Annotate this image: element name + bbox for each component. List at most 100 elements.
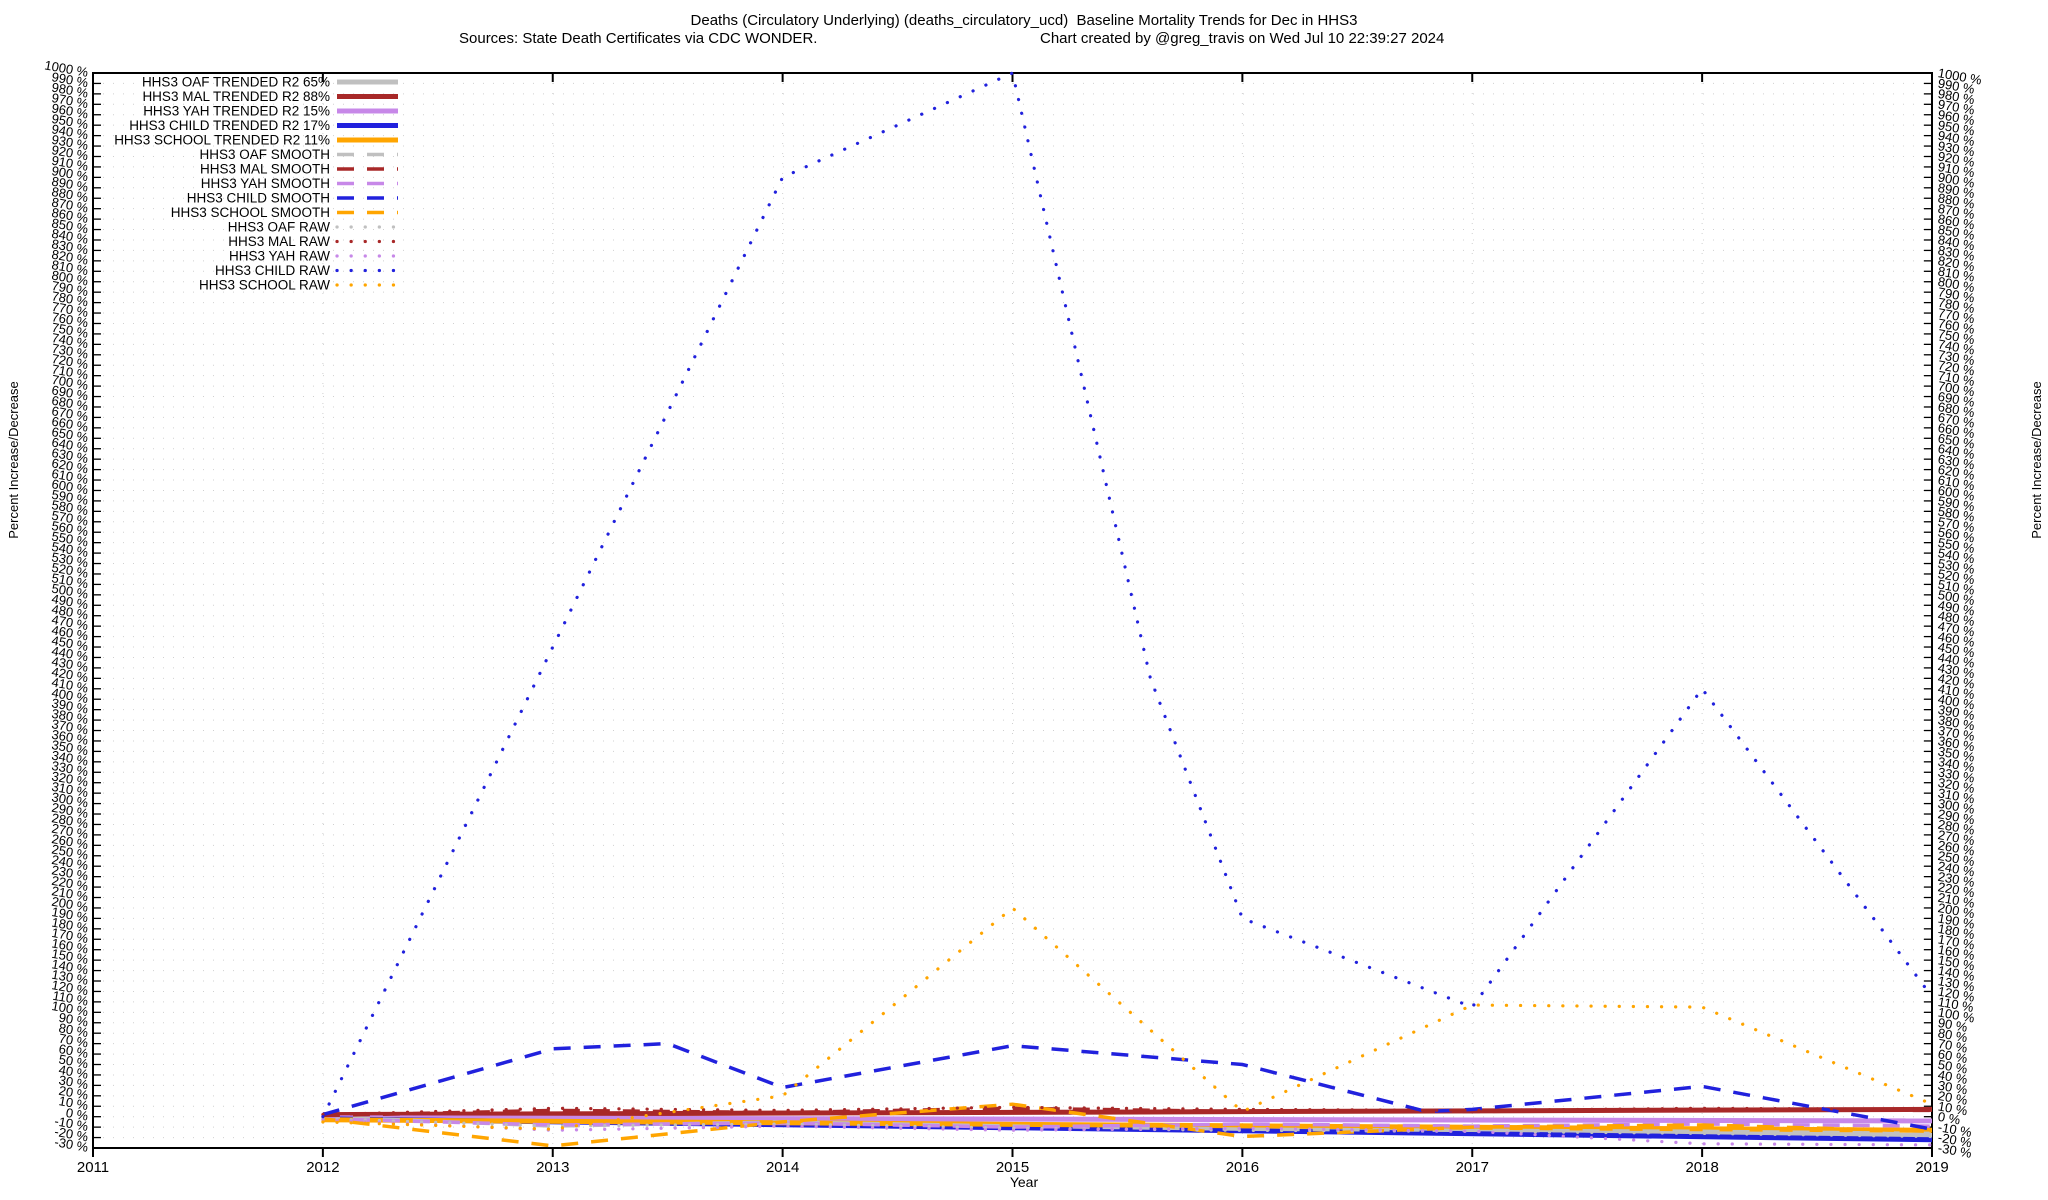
y-tick-label-left: 30 %	[58, 1072, 90, 1092]
y-tick-label-left: -10 %	[53, 1113, 89, 1134]
y-tick-label-right: 720 %	[1937, 357, 1976, 378]
y-tick-label-right: 530 %	[1937, 556, 1976, 577]
y-tick-label-left: 550 %	[50, 528, 89, 549]
y-tick-label-left: 250 %	[50, 841, 89, 862]
legend-label-hhs3-oaf-smooth: HHS3 OAF SMOOTH	[199, 147, 330, 162]
y-tick-label-left: 420 %	[50, 664, 89, 685]
x-tick-label: 2018	[1685, 1159, 1718, 1176]
y-tick-label-right: 890 %	[1937, 180, 1976, 201]
y-tick-label-right: 700 %	[1937, 378, 1976, 399]
y-tick-label-right: 570 %	[1937, 514, 1976, 535]
y-tick-label-left: 170 %	[50, 925, 89, 946]
legend-label-hhs3-school-raw: HHS3 SCHOOL RAW	[199, 278, 330, 293]
series-line-hhs3-child-smooth	[322, 1041, 1933, 1131]
y-tick-label-left: 100 %	[50, 998, 89, 1019]
y-tick-label-right: 400 %	[1937, 691, 1976, 712]
y-tick-label-right: 620 %	[1937, 462, 1976, 483]
series-line-hhs3-yah-trended	[322, 1115, 1933, 1124]
y-tick-label-left: 270 %	[50, 821, 89, 842]
y-tick-label-right: 930 %	[1937, 138, 1976, 159]
y-tick-label-right: 360 %	[1937, 733, 1976, 754]
y-tick-label-right: 160 %	[1937, 942, 1976, 963]
y-tick-label-left: 870 %	[50, 194, 89, 215]
chart-title: Deaths (Circulatory Underlying) (deaths_…	[690, 12, 1358, 29]
y-tick-label-right: 300 %	[1937, 796, 1976, 817]
y-tick-label-left: 490 %	[50, 591, 89, 612]
x-tick-label: 2017	[1456, 1159, 1489, 1176]
y-tick-label-right: 470 %	[1937, 618, 1976, 639]
y-tick-label-right: 370 %	[1937, 723, 1976, 744]
y-tick-label-right: 860 %	[1937, 211, 1976, 232]
y-tick-label-left: 670 %	[50, 403, 89, 424]
y-tick-label-left: 710 %	[50, 361, 89, 382]
y-tick-label-right: 330 %	[1937, 764, 1976, 785]
y-tick-label-right: 180 %	[1937, 921, 1976, 942]
y-tick-label-left: 290 %	[50, 800, 89, 821]
y-tick-label-left: 680 %	[50, 393, 89, 414]
y-tick-label-left: 510 %	[50, 570, 89, 591]
y-tick-label-right: 820 %	[1937, 253, 1976, 274]
y-tick-label-left: 780 %	[50, 288, 89, 309]
y-tick-label-left: 810 %	[50, 257, 89, 278]
y-tick-label-left: 360 %	[50, 727, 89, 748]
legend-label-hhs3-oaf-raw: HHS3 OAF RAW	[228, 220, 331, 235]
y-tick-label-right: 130 %	[1937, 973, 1976, 994]
y-tick-label-left: 530 %	[50, 549, 89, 570]
y-tick-label-right: 900 %	[1937, 169, 1976, 190]
y-tick-label-right: 210 %	[1937, 890, 1976, 911]
y-tick-label-left: 770 %	[50, 299, 89, 320]
y-tick-label-left: 370 %	[50, 716, 89, 737]
y-tick-label-right: 800 %	[1937, 274, 1976, 295]
y-tick-label-left: 300 %	[50, 789, 89, 810]
y-tick-label-left: 10 %	[58, 1093, 90, 1113]
y-tick-label-right: 140 %	[1937, 963, 1976, 984]
y-tick-label-left: 730 %	[50, 341, 89, 362]
y-tick-label-right: 560 %	[1937, 524, 1976, 545]
y-tick-label-left: 830 %	[50, 236, 89, 257]
y-tick-label-right: 110 %	[1937, 994, 1975, 1015]
y-tick-label-right: 550 %	[1937, 535, 1976, 556]
y-tick-label-right: 430 %	[1937, 660, 1976, 681]
legend-label-hhs3-school-trended: HHS3 SCHOOL TRENDED R2 11%	[114, 133, 330, 148]
y-tick-label-left: 650 %	[50, 424, 89, 445]
y-tick-label-left: 900 %	[50, 163, 89, 184]
legend-label-hhs3-yah-smooth: HHS3 YAH SMOOTH	[201, 176, 330, 191]
y-tick-label-right: 40 %	[1937, 1067, 1969, 1087]
y-tick-label-right: 870 %	[1937, 201, 1976, 222]
legend-label-hhs3-child-raw: HHS3 CHILD RAW	[215, 263, 330, 278]
y-tick-label-left: 820 %	[50, 247, 89, 268]
y-tick-label-right: 690 %	[1937, 389, 1976, 410]
y-tick-label-right: 290 %	[1937, 806, 1976, 827]
y-tick-label-right: 190 %	[1937, 911, 1976, 932]
x-tick-label: 2015	[996, 1159, 1029, 1176]
series-line-hhs3-mal-raw	[321, 1105, 1934, 1117]
y-tick-label-left: 720 %	[50, 351, 89, 372]
y-tick-label-right: 390 %	[1937, 702, 1976, 723]
y-tick-label-right: 970 %	[1937, 96, 1976, 117]
y-tick-label-right: 990 %	[1937, 76, 1976, 97]
y-tick-label-right: 710 %	[1937, 368, 1976, 389]
y-tick-label-right: 730 %	[1937, 347, 1976, 368]
y-tick-label-right: 460 %	[1937, 629, 1976, 650]
y-tick-label-left: 940 %	[50, 121, 89, 142]
y-tick-label-left: 230 %	[50, 862, 89, 883]
y-tick-label-right: 840 %	[1937, 232, 1976, 253]
x-tick-label: 2011	[77, 1159, 109, 1176]
legend-label-hhs3-child-trended: HHS3 CHILD TRENDED R2 17%	[129, 118, 330, 133]
y-tick-label-left: 390 %	[50, 695, 89, 716]
y-tick-label-right: 980 %	[1937, 86, 1976, 107]
y-tick-label-right: 760 %	[1937, 316, 1976, 337]
y-tick-label-left: 740 %	[50, 330, 89, 351]
y-tick-label-right: 60 %	[1937, 1046, 1969, 1066]
y-tick-label-left: 430 %	[50, 654, 89, 675]
y-tick-label-left: 860 %	[50, 205, 89, 226]
y-tick-label-right: 650 %	[1937, 430, 1976, 451]
legend-label-hhs3-mal-smooth: HHS3 MAL SMOOTH	[200, 162, 330, 177]
x-tick-label: 2012	[306, 1159, 339, 1176]
y-tick-label-right: 220 %	[1937, 879, 1976, 900]
y-tick-label-left: 210 %	[50, 883, 89, 904]
y-tick-label-left: 240 %	[50, 852, 89, 873]
y-tick-label-right: 740 %	[1937, 336, 1976, 357]
y-tick-label-right: 380 %	[1937, 712, 1976, 733]
y-tick-label-right: 120 %	[1937, 984, 1976, 1005]
